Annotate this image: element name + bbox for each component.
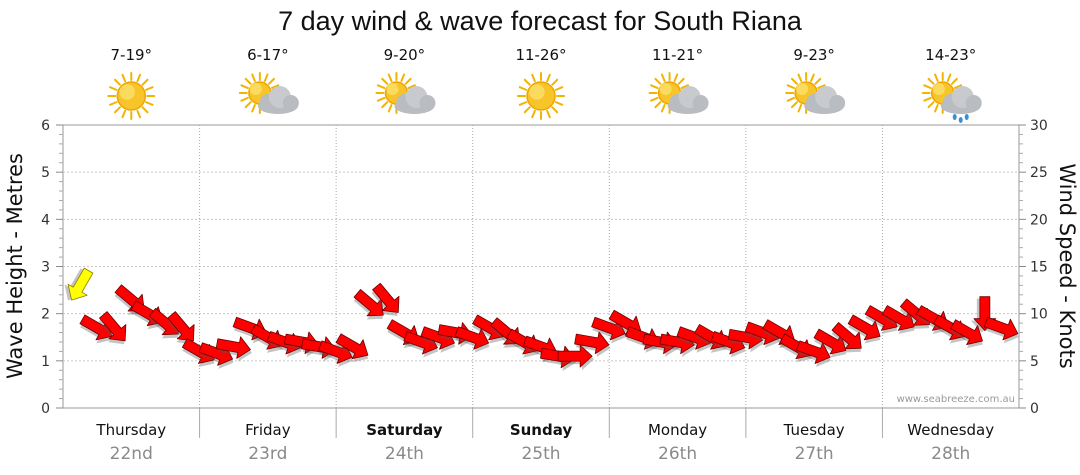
wind-arrow [335,333,369,363]
day-date-label: 27th [795,444,834,464]
right-tick-label: 20 [1030,212,1048,228]
right-tick-label: 0 [1030,401,1039,417]
left-tick-label: 5 [41,165,50,181]
partly-cloudy-icon [375,72,436,114]
wind-arrow [166,311,195,345]
day-name-label: Monday [648,421,707,439]
credit-text: www.seabreeze.com.au [897,394,1015,405]
partly-cloudy-icon [785,72,846,114]
left-tick-label: 1 [41,354,50,370]
wind-arrow [79,314,113,344]
wind-arrow [881,305,915,335]
cloudy-rain-icon [921,72,982,123]
day-temperature: 14-23° [925,46,976,64]
day-date-label: 26th [658,444,697,464]
sunny-icon [517,72,565,120]
wind-arrow [574,331,611,357]
wind-arrow [796,340,831,367]
day-temperature: 11-21° [652,46,703,64]
right-tick-label: 10 [1030,307,1048,323]
wind-arrow [371,282,400,316]
chart-grid [62,124,1020,438]
day-name-label: Sunday [510,421,573,439]
right-tick-label: 25 [1030,165,1048,181]
day-temperature: 11-26° [515,46,566,64]
day-name-label: Wednesday [907,421,994,439]
day-date-label: 22nd [110,444,153,464]
right-tick-label: 5 [1030,354,1039,370]
day-date-label: 24th [385,444,424,464]
chart-title: 7 day wind & wave forecast for South Ria… [278,6,803,36]
wind-arrow [353,289,384,320]
wind-speed-axis: 0 5 10 15 20 25 30 [1019,118,1048,417]
right-axis-title: Wind Speed - Knots [1055,163,1079,368]
partly-cloudy-icon [238,72,299,114]
day-date-label: 28th [931,444,970,464]
day-temperature: 9-23° [793,46,835,64]
wind-arrow [215,336,252,362]
wind-arrow [983,316,1019,344]
left-axis-title: Wave Height - Metres [3,153,27,379]
left-tick-label: 3 [41,260,50,276]
weather-row: 7-19° 6-17° 9-20° 11-26° 11-21° 9-23° 14-23° [107,46,982,123]
day-temperature: 6-17° [247,46,289,64]
left-tick-label: 2 [41,307,50,323]
wind-arrow [831,322,862,353]
day-temperature: 7-19° [111,46,153,64]
left-tick-label: 0 [41,401,50,417]
left-tick-label: 4 [41,212,50,228]
wind-arrows [64,267,1019,372]
wind-arrow [64,267,94,301]
day-name-label: Thursday [95,421,166,439]
left-tick-label: 6 [41,118,50,134]
day-name-label: Saturday [366,421,443,439]
day-date-label: 23rd [248,444,287,464]
right-tick-label: 15 [1030,260,1048,276]
day-name-label: Tuesday [783,421,845,439]
wind-arrow [950,319,983,349]
day-name-label: Friday [245,421,291,439]
wind-arrow [847,314,881,344]
wind-arrow [98,311,127,345]
sunny-icon [107,72,156,120]
partly-cloudy-icon [648,72,709,114]
right-tick-label: 30 [1030,118,1048,134]
wind-arrow [813,328,847,358]
day-labels: Thursday 22nd Friday 23rd Saturday 24th Sunday… [95,421,994,464]
wind-arrow [557,344,595,371]
day-date-label: 25th [521,444,560,464]
day-temperature: 9-20° [384,46,426,64]
wind-arrow [454,326,490,353]
wave-height-axis: 0 1 2 3 4 5 6 [41,118,63,417]
